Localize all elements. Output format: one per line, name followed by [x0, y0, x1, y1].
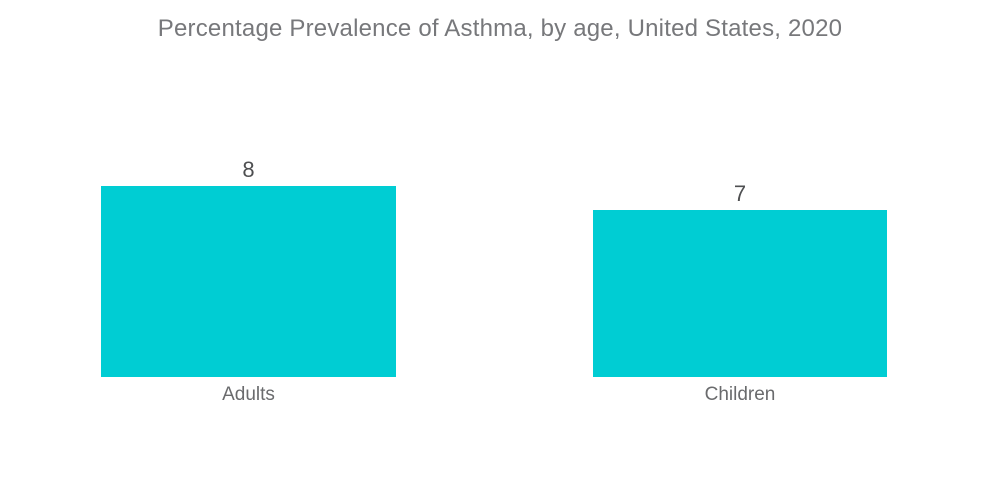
- bar-group-children: 7: [593, 182, 887, 377]
- bar-value-label-adults: 8: [242, 157, 255, 182]
- category-label-children: Children: [704, 384, 776, 405]
- bar-children: [593, 210, 887, 377]
- bar-value-label-children: 7: [733, 181, 747, 206]
- category-label-adults: Adults: [222, 384, 275, 405]
- bar-adults: [101, 186, 396, 377]
- chart-title: Percentage Prevalence of Asthma, by age,…: [157, 15, 843, 42]
- bar-group-adults: 8: [101, 158, 396, 377]
